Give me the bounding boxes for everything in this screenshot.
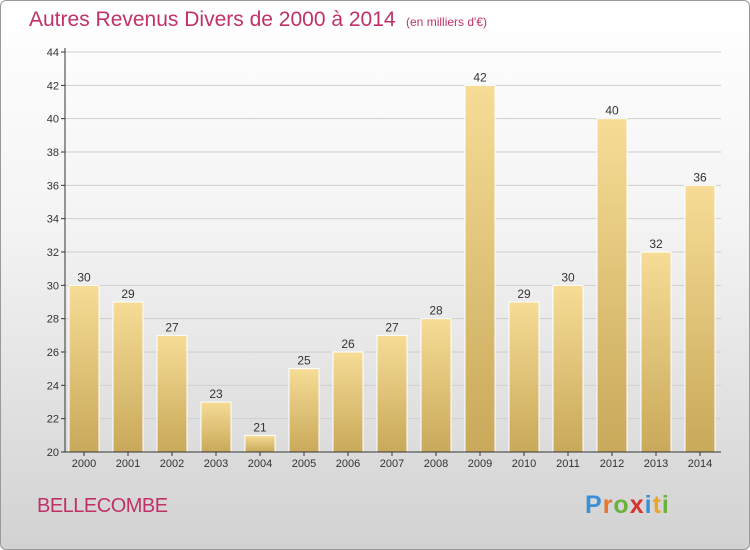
data-label: 27 xyxy=(385,320,399,334)
bar xyxy=(684,184,716,453)
y-tick-label: 38 xyxy=(47,147,59,159)
x-tick-label: 2008 xyxy=(424,458,448,470)
data-label: 30 xyxy=(77,270,91,284)
bar xyxy=(288,368,320,453)
logo-letter: i xyxy=(661,491,670,519)
y-tick-label: 32 xyxy=(47,247,59,259)
data-label: 36 xyxy=(693,170,707,184)
bar xyxy=(156,334,188,453)
data-label: 40 xyxy=(605,104,619,118)
x-tick-label: 2012 xyxy=(600,458,624,470)
bar xyxy=(68,284,100,453)
chart-title-unit: (en milliers d'€) xyxy=(406,15,487,29)
data-label: 25 xyxy=(297,354,311,368)
data-label: 30 xyxy=(561,270,575,284)
bar xyxy=(420,318,452,453)
y-tick-label: 34 xyxy=(47,214,59,226)
commune-name: BELLECOMBE xyxy=(37,495,168,517)
y-tick-label: 20 xyxy=(47,447,59,459)
bar xyxy=(200,401,232,453)
y-tick-label: 24 xyxy=(47,380,59,392)
data-label: 21 xyxy=(253,420,267,434)
x-tick-label: 2000 xyxy=(72,458,96,470)
y-tick-label: 28 xyxy=(47,314,59,326)
data-label: 32 xyxy=(649,237,663,251)
bar xyxy=(332,351,364,453)
data-label: 27 xyxy=(165,320,179,334)
x-tick-label: 2009 xyxy=(468,458,492,470)
x-tick-label: 2013 xyxy=(644,458,668,470)
bar xyxy=(112,301,144,453)
x-tick-label: 2002 xyxy=(160,458,184,470)
y-tick-label: 26 xyxy=(47,347,59,359)
data-label: 29 xyxy=(517,287,531,301)
bar xyxy=(464,84,496,453)
x-tick-label: 2003 xyxy=(204,458,228,470)
chart-title: Autres Revenus Divers de 2000 à 2014 (en… xyxy=(29,8,487,32)
y-tick-label: 44 xyxy=(47,47,59,59)
bar xyxy=(508,301,540,453)
y-tick-label: 42 xyxy=(47,80,59,92)
logo-letter: t xyxy=(652,491,662,519)
data-label: 28 xyxy=(429,304,443,318)
x-tick-label: 2010 xyxy=(512,458,536,470)
data-label: 42 xyxy=(473,70,487,84)
logo-letter: r xyxy=(602,491,614,519)
logo-letter: x xyxy=(629,491,645,519)
x-tick-label: 2005 xyxy=(292,458,316,470)
bar xyxy=(640,251,672,453)
logo-letter: P xyxy=(585,491,603,519)
proxiti-logo[interactable]: Proxiti xyxy=(585,491,670,520)
chart-title-main: Autres Revenus Divers de 2000 à 2014 xyxy=(29,8,396,31)
x-tick-label: 2007 xyxy=(380,458,404,470)
logo-letter: o xyxy=(613,491,630,519)
x-tick-label: 2004 xyxy=(248,458,272,470)
x-tick-label: 2014 xyxy=(688,458,712,470)
data-label: 23 xyxy=(209,387,223,401)
bar xyxy=(552,284,584,453)
y-tick-label: 36 xyxy=(47,180,59,192)
x-tick-label: 2011 xyxy=(556,458,580,470)
data-label: 26 xyxy=(341,337,355,351)
data-label: 29 xyxy=(121,287,135,301)
y-tick-label: 30 xyxy=(47,280,59,292)
y-tick-label: 22 xyxy=(47,414,59,426)
bar xyxy=(376,334,408,453)
x-tick-label: 2006 xyxy=(336,458,360,470)
bar xyxy=(596,118,628,453)
bar xyxy=(244,434,276,453)
logo-letter: i xyxy=(644,491,653,519)
x-tick-label: 2001 xyxy=(116,458,140,470)
y-tick-label: 40 xyxy=(47,114,59,126)
